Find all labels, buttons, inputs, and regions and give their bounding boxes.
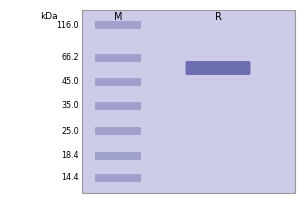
FancyBboxPatch shape xyxy=(95,152,141,160)
FancyBboxPatch shape xyxy=(185,61,250,75)
FancyBboxPatch shape xyxy=(95,54,141,62)
FancyBboxPatch shape xyxy=(95,174,141,182)
Text: 35.0: 35.0 xyxy=(61,102,79,110)
Bar xyxy=(82,10,295,193)
FancyBboxPatch shape xyxy=(95,102,141,110)
FancyBboxPatch shape xyxy=(95,78,141,86)
Text: kDa: kDa xyxy=(40,12,58,21)
FancyBboxPatch shape xyxy=(95,21,141,29)
Text: 18.4: 18.4 xyxy=(61,152,79,160)
Text: 66.2: 66.2 xyxy=(61,53,79,62)
Text: 25.0: 25.0 xyxy=(61,127,79,136)
Text: 45.0: 45.0 xyxy=(61,77,79,86)
Text: R: R xyxy=(214,12,221,22)
FancyBboxPatch shape xyxy=(95,127,141,135)
Text: 116.0: 116.0 xyxy=(56,21,79,29)
Text: M: M xyxy=(114,12,122,22)
Text: 14.4: 14.4 xyxy=(61,173,79,182)
